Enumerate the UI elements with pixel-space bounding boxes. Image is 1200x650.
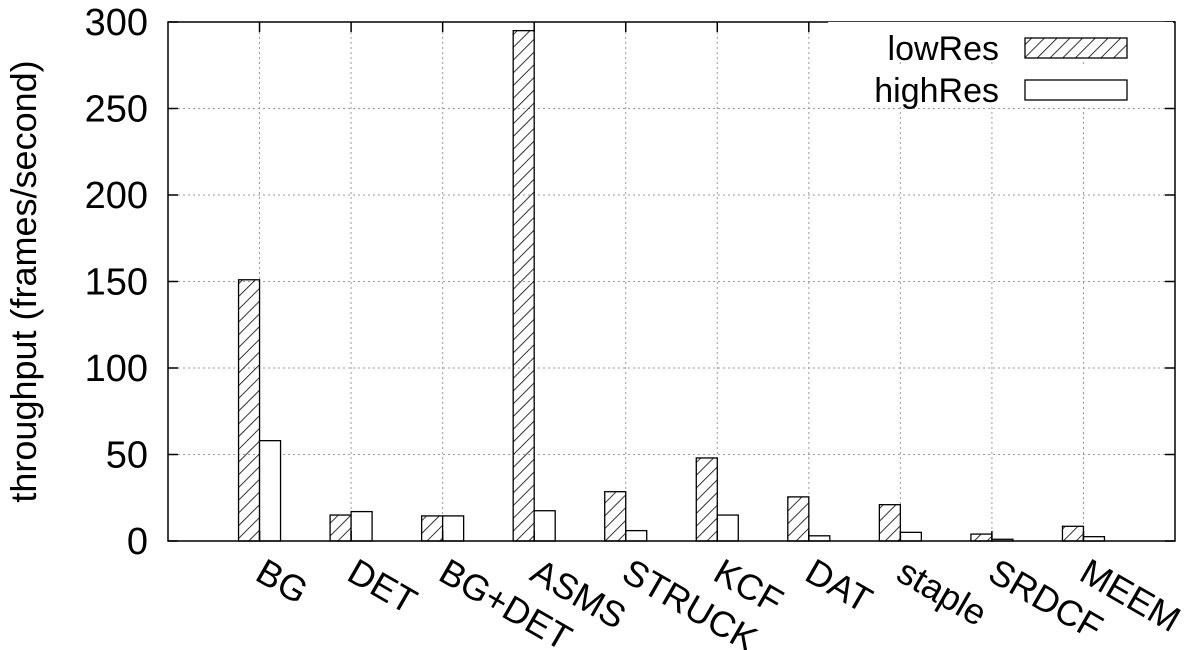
bar-lowRes-meem [1061, 525, 1085, 542]
bar-highRes-det [350, 510, 373, 542]
x-tick-label: BG [250, 550, 316, 612]
bar-lowRes-struck [604, 491, 627, 542]
y-tick-label: 300 [85, 2, 148, 44]
y-tick-label: 200 [85, 175, 148, 217]
bar-lowRes-asms [512, 29, 535, 542]
legend-swatch-lowRes [1024, 37, 1128, 59]
bar-lowRes-staple [878, 504, 902, 542]
legend-label-highRes: highRes [874, 72, 999, 110]
y-tick-label: 100 [85, 348, 148, 390]
y-tick-label: 0 [127, 521, 148, 563]
bar-lowRes-det [329, 514, 352, 542]
y-tick-label: 50 [106, 435, 148, 477]
y-tick-label: 150 [85, 262, 148, 304]
bar-lowRes-dat [787, 496, 810, 542]
x-tick-label: DET [341, 550, 424, 622]
bar-lowRes-bg-det [420, 515, 444, 542]
legend-label-lowRes: lowRes [888, 30, 999, 68]
bar-highRes-staple [899, 531, 923, 542]
bar-highRes-kcf [716, 514, 739, 542]
legend: lowRes highRes [828, 22, 1173, 110]
bar-highRes-bg-det [441, 515, 465, 542]
bar-lowRes-bg [237, 279, 261, 542]
bars [237, 29, 1106, 542]
bar-lowRes-srdcf [970, 533, 993, 542]
bar-highRes-dat [808, 535, 831, 542]
y-axis-label: throughput (frames/second) [3, 60, 44, 502]
x-tick-label: DAT [799, 550, 880, 620]
bar-highRes-bg [258, 440, 282, 542]
x-tick-label: staple [890, 550, 994, 634]
bar-highRes-asms [533, 510, 556, 542]
bar-highRes-struck [625, 529, 648, 542]
bar-lowRes-kcf [695, 457, 718, 542]
y-tick-label: 250 [85, 89, 148, 131]
legend-swatch-highRes [1024, 79, 1128, 101]
